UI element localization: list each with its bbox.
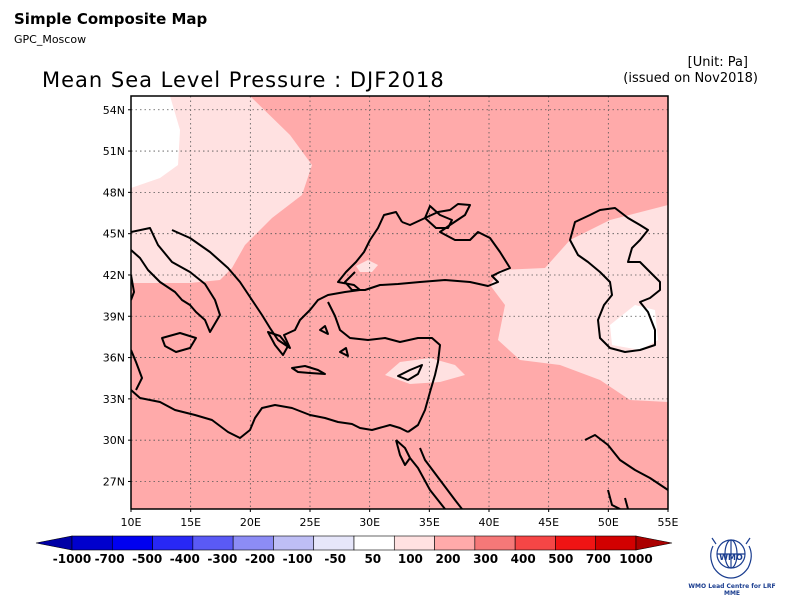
coast-aegean-islands xyxy=(319,325,349,357)
colorbar-label: 100 xyxy=(397,552,423,566)
coast-sinai xyxy=(395,439,463,509)
issued-label: (issued on Nov2018) xyxy=(623,71,758,86)
lat-tick-label: 27N xyxy=(103,475,125,488)
colorbar-label: -50 xyxy=(324,552,347,566)
colorbar-label: -700 xyxy=(94,552,125,566)
coast-crete xyxy=(291,365,326,375)
colorbar-label: -400 xyxy=(169,552,200,566)
lon-tick-label: 35E xyxy=(419,516,440,529)
colorbar-cell xyxy=(35,535,73,551)
coast-peloponnese xyxy=(267,331,289,356)
wmo-logo-text: WMO Lead Centre for LRF MME xyxy=(688,583,776,597)
coast-north-africa xyxy=(131,389,409,439)
lon-tick-label: 30E xyxy=(359,516,380,529)
coast-persian-gulf xyxy=(584,434,668,509)
lat-tick-label: 54N xyxy=(103,104,125,117)
colorbar-cell xyxy=(393,535,435,551)
colorbar-cell xyxy=(152,535,194,551)
field-50-100-blacksea xyxy=(356,260,378,272)
colorbar-cell xyxy=(635,535,673,551)
coastlines xyxy=(131,203,668,509)
colorbar-cell xyxy=(555,535,597,551)
field-50-100-east xyxy=(490,205,668,402)
lat-tick-label: 39N xyxy=(103,310,125,323)
lat-tick-label: 42N xyxy=(103,269,125,282)
lat-tick-label: 48N xyxy=(103,186,125,199)
lat-tick-label: 30N xyxy=(103,434,125,447)
colorbar-cell xyxy=(353,535,395,551)
colorbar-cell xyxy=(273,535,315,551)
lat-tick-label: 51N xyxy=(103,145,125,158)
lon-tick-labels: 10E 15E 20E 25E 30E 35E 40E 45E 50E 55E xyxy=(121,509,679,529)
coast-cyprus xyxy=(397,364,423,381)
field-neutral-northwest xyxy=(131,96,180,188)
colorbar-label: 500 xyxy=(548,552,574,566)
lon-tick-label: 55E xyxy=(658,516,679,529)
map-title: Mean Sea Level Pressure : DJF2018 xyxy=(42,68,445,92)
colorbar-label: -1000 xyxy=(52,552,92,566)
colorbar-cell xyxy=(434,535,476,551)
colorbar-label: 400 xyxy=(510,552,536,566)
coast-turkey-south xyxy=(327,301,441,433)
lat-tick-label: 45N xyxy=(103,228,125,241)
lon-tick-label: 45E xyxy=(538,516,559,529)
unit-label: [Unit: Pa] xyxy=(687,55,748,70)
colorbar-label: 50 xyxy=(364,552,382,566)
colorbar-label: 200 xyxy=(435,552,461,566)
lat-tick-label: 36N xyxy=(103,352,125,365)
header-title: Simple Composite Map xyxy=(14,10,208,28)
lon-tick-label: 25E xyxy=(300,516,321,529)
coast-balkans xyxy=(171,211,403,349)
svg-text:WMO: WMO xyxy=(719,553,743,562)
map-border xyxy=(130,95,669,510)
map-grid xyxy=(131,96,668,509)
colorbar-label: 700 xyxy=(585,552,611,566)
colorbar-label: -200 xyxy=(244,552,276,566)
colorbar-cell xyxy=(71,535,113,551)
coast-caspian xyxy=(569,207,661,353)
lon-tick-label: 20E xyxy=(240,516,261,529)
coast-blacksea xyxy=(344,203,511,291)
colorbar-label: -300 xyxy=(207,552,238,566)
colorbar-cell xyxy=(111,535,153,551)
colorbar-cell xyxy=(313,535,355,551)
colorbar-label: -500 xyxy=(132,552,163,566)
lon-tick-label: 15E xyxy=(180,516,201,529)
coast-sardinia xyxy=(131,274,135,301)
colorbar-cell xyxy=(514,535,556,551)
coast-italy xyxy=(131,227,221,333)
lon-tick-label: 10E xyxy=(121,516,142,529)
coast-crimea xyxy=(424,205,453,229)
colorbar-label: 1000 xyxy=(619,552,653,566)
coast-tunisia xyxy=(131,349,143,391)
colorbar-cell xyxy=(232,535,274,551)
lon-tick-label: 40E xyxy=(479,516,500,529)
field-50-100-cyprus xyxy=(385,358,465,384)
header-subtitle: GPC_Moscow xyxy=(14,33,87,46)
lat-tick-labels: 54N 51N 48N 45N 42N 39N 36N 33N 30N 27N xyxy=(103,104,131,488)
wmo-logo-icon: WMO xyxy=(710,537,752,579)
colorbar-label: -100 xyxy=(282,552,313,566)
coast-sicily xyxy=(161,332,197,353)
lon-tick-label: 50E xyxy=(598,516,619,529)
colorbar-cell xyxy=(192,535,234,551)
colorbar-cell xyxy=(474,535,516,551)
lat-tick-label: 33N xyxy=(103,393,125,406)
colorbar-cell xyxy=(595,535,637,551)
colorbar-label: 300 xyxy=(473,552,499,566)
